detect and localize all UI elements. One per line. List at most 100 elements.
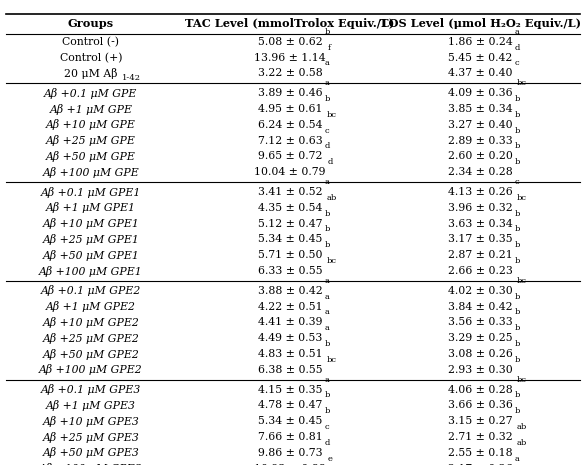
Text: Aβ +25 μM GPE2: Aβ +25 μM GPE2: [42, 333, 139, 344]
Text: 2.55 ± 0.18: 2.55 ± 0.18: [448, 448, 513, 458]
Text: b: b: [325, 226, 330, 233]
Text: a: a: [325, 178, 329, 186]
Text: Aβ +0.1 μM GPE3: Aβ +0.1 μM GPE3: [40, 384, 141, 395]
Text: bc: bc: [326, 257, 336, 265]
Text: 3.66 ± 0.36: 3.66 ± 0.36: [448, 400, 513, 411]
Text: 9.65 ± 0.72: 9.65 ± 0.72: [258, 152, 322, 161]
Text: d: d: [325, 439, 330, 447]
Text: d: d: [515, 44, 520, 52]
Text: Aβ +0.1 μM GPE2: Aβ +0.1 μM GPE2: [40, 286, 141, 296]
Text: 4.37 ± 0.40: 4.37 ± 0.40: [448, 68, 513, 79]
Text: 1-42: 1-42: [122, 74, 141, 82]
Text: Aβ +10 μM GPE: Aβ +10 μM GPE: [46, 120, 136, 130]
Text: b: b: [515, 356, 520, 364]
Text: b: b: [515, 392, 520, 399]
Text: b: b: [515, 226, 520, 233]
Text: Groups: Groups: [68, 19, 114, 29]
Text: b: b: [325, 340, 330, 348]
Text: 5.08 ± 0.62: 5.08 ± 0.62: [258, 37, 322, 47]
Text: TOS Level (μmol H₂O₂ Equiv./L): TOS Level (μmol H₂O₂ Equiv./L): [380, 19, 581, 29]
Text: c: c: [515, 178, 520, 186]
Text: Aβ +10 μM GPE2: Aβ +10 μM GPE2: [42, 317, 139, 328]
Text: b: b: [325, 241, 330, 249]
Text: bc: bc: [517, 194, 527, 202]
Text: ab: ab: [517, 423, 527, 431]
Text: d: d: [328, 158, 333, 166]
Text: b: b: [325, 407, 330, 415]
Text: 2.66 ± 0.23: 2.66 ± 0.23: [448, 266, 513, 276]
Text: a: a: [325, 376, 329, 384]
Text: b: b: [515, 340, 520, 348]
Text: 2.60 ± 0.20: 2.60 ± 0.20: [448, 152, 513, 161]
Text: 7.66 ± 0.81: 7.66 ± 0.81: [258, 432, 322, 442]
Text: c: c: [515, 60, 520, 67]
Text: 20 μM Aβ: 20 μM Aβ: [64, 68, 118, 79]
Text: a: a: [515, 455, 520, 463]
Text: ab: ab: [517, 439, 527, 447]
Text: 10.04 ± 0.79: 10.04 ± 0.79: [254, 167, 326, 177]
Text: 2.71 ± 0.32: 2.71 ± 0.32: [448, 432, 513, 442]
Text: 4.13 ± 0.26: 4.13 ± 0.26: [448, 187, 513, 197]
Text: c: c: [325, 126, 329, 135]
Text: a: a: [325, 324, 329, 332]
Text: Aβ +50 μM GPE2: Aβ +50 μM GPE2: [42, 349, 139, 359]
Text: a: a: [325, 80, 329, 87]
Text: 6.24 ± 0.54: 6.24 ± 0.54: [258, 120, 322, 130]
Text: Aβ +0.1 μM GPE1: Aβ +0.1 μM GPE1: [40, 186, 141, 198]
Text: 4.22 ± 0.51: 4.22 ± 0.51: [258, 302, 322, 312]
Text: 13.96 ± 1.14: 13.96 ± 1.14: [254, 53, 326, 63]
Text: 3.41 ± 0.52: 3.41 ± 0.52: [258, 187, 322, 197]
Text: b: b: [515, 111, 520, 119]
Text: Aβ +100 μM GPE1: Aβ +100 μM GPE1: [39, 266, 142, 277]
Text: Aβ +25 μM GPE3: Aβ +25 μM GPE3: [42, 432, 139, 443]
Text: ab: ab: [326, 194, 337, 202]
Text: 1.86 ± 0.24: 1.86 ± 0.24: [448, 37, 513, 47]
Text: Aβ +50 μM GPE: Aβ +50 μM GPE: [46, 151, 136, 162]
Text: b: b: [515, 407, 520, 415]
Text: 3.15 ± 0.27: 3.15 ± 0.27: [448, 416, 513, 426]
Text: 4.35 ± 0.54: 4.35 ± 0.54: [258, 203, 322, 213]
Text: 5.71 ± 0.50: 5.71 ± 0.50: [258, 250, 322, 260]
Text: Aβ +10 μM GPE3: Aβ +10 μM GPE3: [42, 416, 139, 427]
Text: Aβ +1 μM GPE: Aβ +1 μM GPE: [49, 104, 132, 114]
Text: b: b: [515, 241, 520, 249]
Text: 3.27 ± 0.40: 3.27 ± 0.40: [448, 120, 513, 130]
Text: TAC Level (mmolTrolox Equiv./L): TAC Level (mmolTrolox Equiv./L): [185, 19, 395, 29]
Text: bc: bc: [517, 80, 527, 87]
Text: b: b: [515, 257, 520, 265]
Text: b: b: [325, 28, 330, 36]
Text: Aβ +0.1 μM GPE: Aβ +0.1 μM GPE: [44, 88, 138, 99]
Text: 2.87 ± 0.21: 2.87 ± 0.21: [448, 250, 513, 260]
Text: bc: bc: [326, 356, 336, 364]
Text: 3.08 ± 0.26: 3.08 ± 0.26: [448, 349, 513, 359]
Text: a: a: [325, 292, 329, 301]
Text: 6.33 ± 0.55: 6.33 ± 0.55: [258, 266, 322, 276]
Text: 3.96 ± 0.32: 3.96 ± 0.32: [448, 203, 513, 213]
Text: Control (+): Control (+): [60, 53, 122, 63]
Text: 4.41 ± 0.39: 4.41 ± 0.39: [258, 318, 322, 327]
Text: Aβ +100 μM GPE: Aβ +100 μM GPE: [42, 167, 139, 178]
Text: 5.12 ± 0.47: 5.12 ± 0.47: [258, 219, 322, 229]
Text: Aβ +100 μM GPE3: Aβ +100 μM GPE3: [39, 463, 142, 465]
Text: 4.95 ± 0.61: 4.95 ± 0.61: [258, 104, 322, 114]
Text: a: a: [325, 60, 329, 67]
Text: b: b: [325, 392, 330, 399]
Text: b: b: [515, 308, 520, 317]
Text: f: f: [328, 44, 331, 52]
Text: 4.15 ± 0.35: 4.15 ± 0.35: [258, 385, 322, 395]
Text: 5.34 ± 0.45: 5.34 ± 0.45: [258, 234, 322, 245]
Text: bc: bc: [517, 277, 527, 285]
Text: 2.89 ± 0.33: 2.89 ± 0.33: [448, 136, 513, 146]
Text: 4.78 ± 0.47: 4.78 ± 0.47: [258, 400, 322, 411]
Text: 9.86 ± 0.73: 9.86 ± 0.73: [258, 448, 322, 458]
Text: a: a: [325, 308, 329, 317]
Text: e: e: [328, 455, 332, 463]
Text: 5.34 ± 0.45: 5.34 ± 0.45: [258, 416, 322, 426]
Text: 4.49 ± 0.53: 4.49 ± 0.53: [258, 333, 322, 343]
Text: 3.88 ± 0.42: 3.88 ± 0.42: [258, 286, 322, 296]
Text: Aβ +50 μM GPE1: Aβ +50 μM GPE1: [42, 250, 139, 261]
Text: bc: bc: [517, 376, 527, 384]
Text: b: b: [515, 210, 520, 218]
Text: b: b: [515, 126, 520, 135]
Text: Control (-): Control (-): [62, 37, 120, 47]
